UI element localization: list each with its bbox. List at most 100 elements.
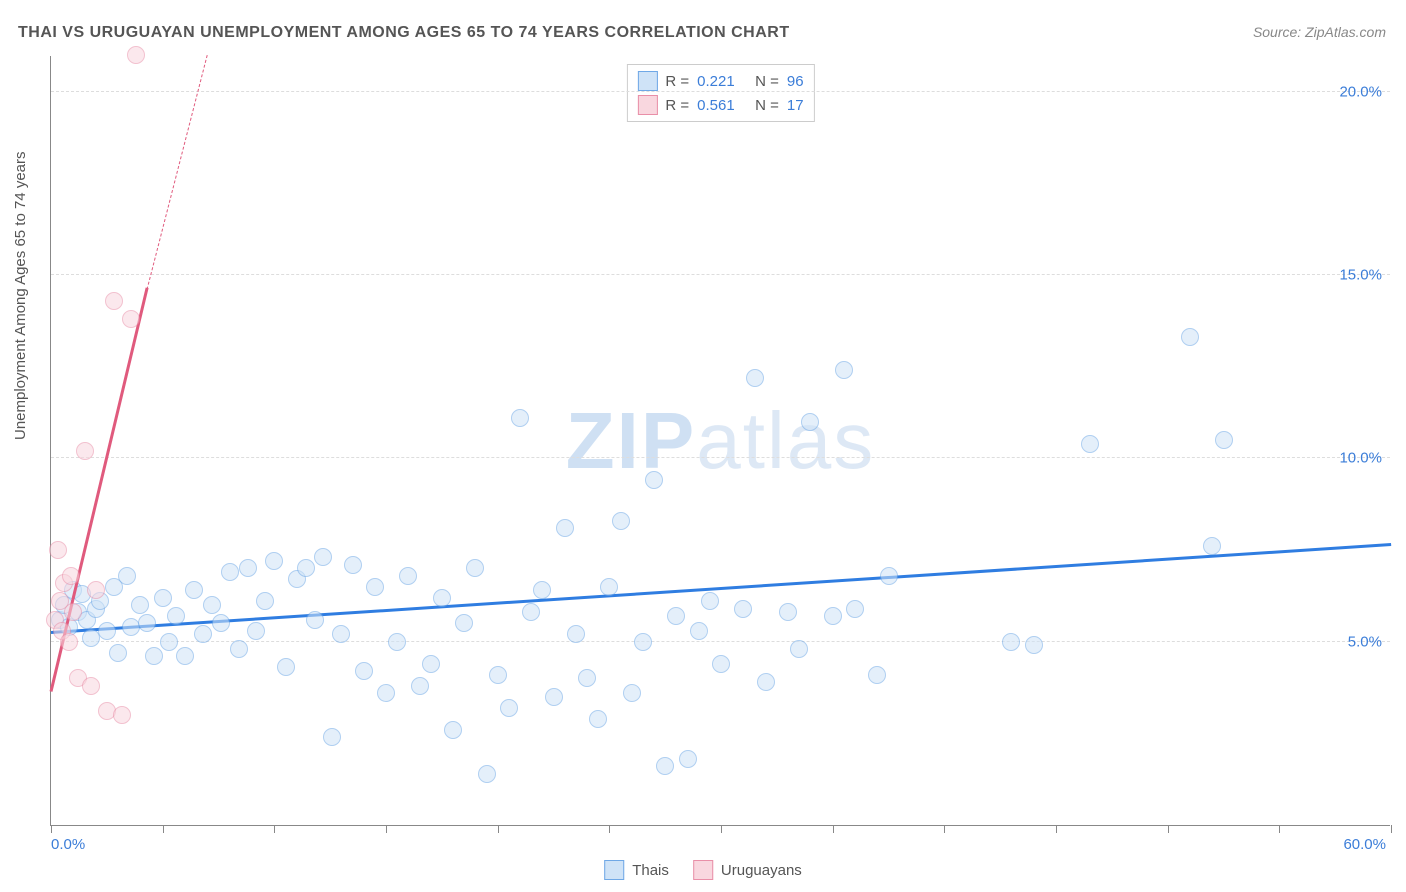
N-value: 17 <box>787 97 804 114</box>
data-point <box>82 677 100 695</box>
data-point <box>422 655 440 673</box>
data-point <box>167 607 185 625</box>
data-point <box>344 556 362 574</box>
data-point <box>846 600 864 618</box>
N-label: N = <box>755 97 779 114</box>
data-point <box>757 673 775 691</box>
data-point <box>600 578 618 596</box>
x-tick <box>1279 825 1280 833</box>
data-point <box>265 552 283 570</box>
data-point <box>247 622 265 640</box>
data-point <box>545 688 563 706</box>
data-point <box>444 721 462 739</box>
watermark-bold: ZIP <box>566 396 696 485</box>
source-label: Source: ZipAtlas.com <box>1253 24 1386 40</box>
x-tick <box>1168 825 1169 833</box>
x-tick <box>498 825 499 833</box>
data-point <box>399 567 417 585</box>
data-point <box>388 633 406 651</box>
chart-container: THAI VS URUGUAYAN UNEMPLOYMENT AMONG AGE… <box>0 0 1406 892</box>
legend-label: Uruguayans <box>721 862 802 879</box>
data-point <box>98 622 116 640</box>
stats-row: R =0.561N =17 <box>637 93 803 117</box>
data-point <box>230 640 248 658</box>
data-point <box>138 614 156 632</box>
data-point <box>746 369 764 387</box>
R-value: 0.561 <box>697 97 747 114</box>
gridline <box>51 641 1390 642</box>
data-point <box>212 614 230 632</box>
data-point <box>411 677 429 695</box>
x-tick <box>609 825 610 833</box>
data-point <box>377 684 395 702</box>
data-point <box>1025 636 1043 654</box>
data-point <box>122 310 140 328</box>
data-point <box>455 614 473 632</box>
data-point <box>105 292 123 310</box>
x-tick <box>163 825 164 833</box>
data-point <box>127 46 145 64</box>
data-point <box>500 699 518 717</box>
trend-line <box>51 543 1391 634</box>
N-value: 96 <box>787 73 804 90</box>
data-point <box>160 633 178 651</box>
data-point <box>60 633 78 651</box>
R-value: 0.221 <box>697 73 747 90</box>
y-tick-label: 20.0% <box>1339 83 1382 100</box>
legend-item: Thais <box>604 860 669 880</box>
data-point <box>87 581 105 599</box>
data-point <box>239 559 257 577</box>
stats-row: R =0.221N =96 <box>637 69 803 93</box>
data-point <box>645 471 663 489</box>
legend-swatch <box>637 95 657 115</box>
data-point <box>779 603 797 621</box>
data-point <box>277 658 295 676</box>
R-label: R = <box>665 73 689 90</box>
plot-area: ZIPatlas R =0.221N =96R =0.561N =17 5.0%… <box>50 56 1390 826</box>
trend-line <box>147 54 208 289</box>
data-point <box>49 541 67 559</box>
data-point <box>567 625 585 643</box>
legend-swatch <box>604 860 624 880</box>
x-tick <box>51 825 52 833</box>
x-tick <box>944 825 945 833</box>
data-point <box>634 633 652 651</box>
data-point <box>185 581 203 599</box>
data-point <box>256 592 274 610</box>
data-point <box>118 567 136 585</box>
data-point <box>656 757 674 775</box>
data-point <box>433 589 451 607</box>
data-point <box>868 666 886 684</box>
data-point <box>835 361 853 379</box>
data-point <box>801 413 819 431</box>
gridline <box>51 91 1390 92</box>
data-point <box>466 559 484 577</box>
data-point <box>478 765 496 783</box>
x-tick <box>833 825 834 833</box>
data-point <box>880 567 898 585</box>
data-point <box>612 512 630 530</box>
data-point <box>355 662 373 680</box>
data-point <box>1181 328 1199 346</box>
gridline <box>51 457 1390 458</box>
data-point <box>578 669 596 687</box>
gridline <box>51 274 1390 275</box>
data-point <box>522 603 540 621</box>
data-point <box>145 647 163 665</box>
legend-label: Thais <box>632 862 669 879</box>
legend-item: Uruguayans <box>693 860 802 880</box>
data-point <box>623 684 641 702</box>
data-point <box>221 563 239 581</box>
legend-swatch <box>637 71 657 91</box>
data-point <box>113 706 131 724</box>
data-point <box>1081 435 1099 453</box>
data-point <box>690 622 708 640</box>
chart-title: THAI VS URUGUAYAN UNEMPLOYMENT AMONG AGE… <box>18 24 790 42</box>
data-point <box>176 647 194 665</box>
data-point <box>734 600 752 618</box>
data-point <box>489 666 507 684</box>
data-point <box>154 589 172 607</box>
y-tick-label: 5.0% <box>1348 633 1382 650</box>
data-point <box>1215 431 1233 449</box>
data-point <box>194 625 212 643</box>
